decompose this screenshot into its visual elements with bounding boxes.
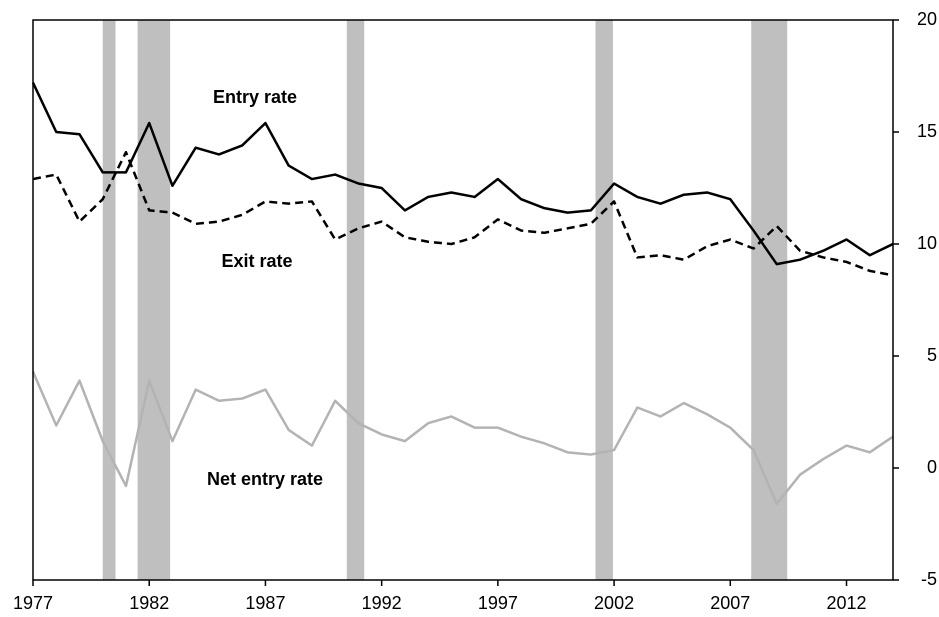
x-tick-label: 1982 [129,593,169,613]
series-label: Entry rate [213,87,297,107]
y-tick-label: 0 [927,457,937,477]
plot-frame [32,19,894,581]
recession-band [102,20,116,580]
shaded-periods [102,20,788,580]
recession-band [346,20,365,580]
y-tick-label: -5 [921,569,937,589]
series-line [32,150,894,277]
series-label: Net entry rate [207,469,323,489]
x-tick-label: 1997 [478,593,518,613]
recession-band [137,20,171,580]
y-tick-label: 10 [917,233,937,253]
x-tick-label: 2007 [710,593,750,613]
series-line [31,371,894,506]
series-line [31,82,894,266]
y-tick-label: 20 [917,9,937,29]
x-tick-label: 1987 [245,593,285,613]
x-tick-label: 1977 [13,593,53,613]
series-label: Exit rate [221,251,292,271]
x-tick-label: 2012 [826,593,866,613]
x-tick-label: 1992 [362,593,402,613]
recession-band [595,20,613,580]
x-tick-label: 2002 [594,593,634,613]
y-tick-label: 5 [927,345,937,365]
y-tick-label: 15 [917,121,937,141]
